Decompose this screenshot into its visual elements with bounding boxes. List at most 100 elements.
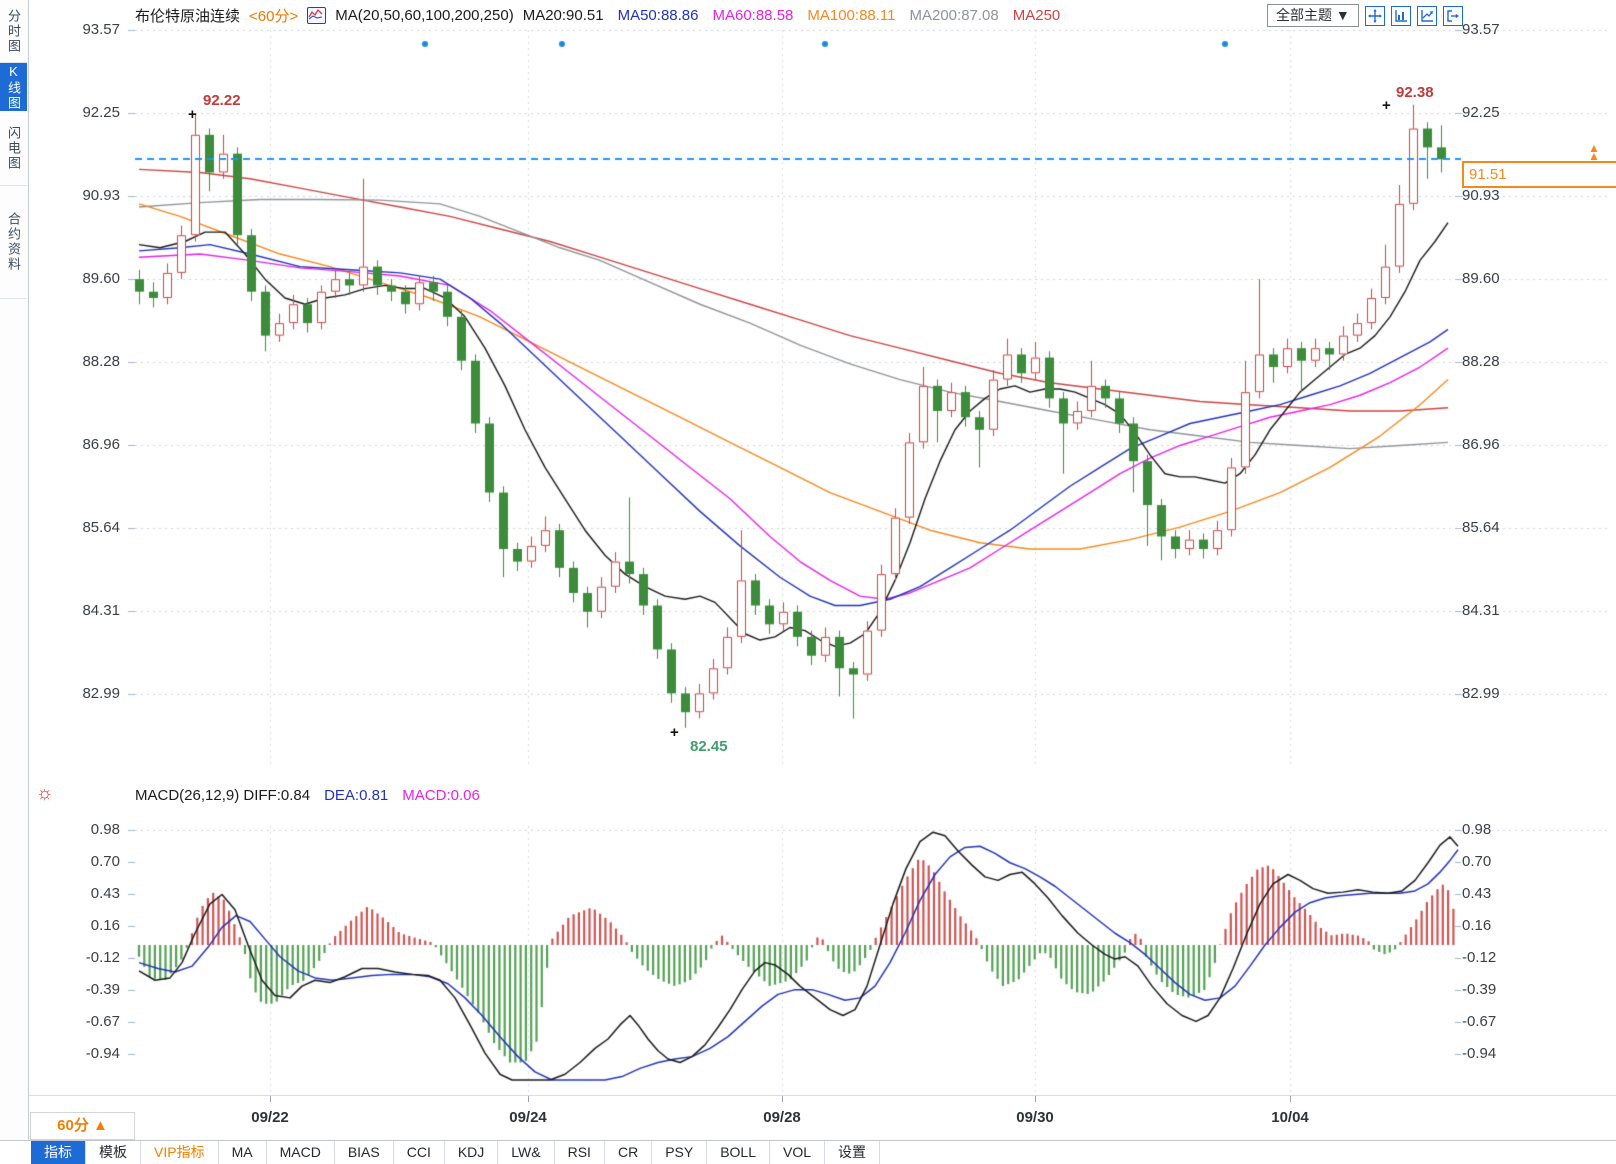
macd-axis-right-0: 0.98 xyxy=(1462,821,1492,838)
axis-chart-icon[interactable] xyxy=(1390,5,1411,26)
macd-axis-right-6: -0.67 xyxy=(1462,1013,1497,1030)
bottom-tab-12[interactable]: BOLL xyxy=(707,1141,771,1164)
ma-value-0: MA20:90.51 xyxy=(522,6,604,24)
ma-value-5: MA250 xyxy=(1012,6,1061,24)
price-axis-left-2: 90.93 xyxy=(82,187,120,204)
macd-axis-left-3: 0.16 xyxy=(90,917,120,934)
topright-controls: 全部主题 ▼ xyxy=(1267,4,1463,27)
price-axis-left-1: 92.25 xyxy=(82,104,120,121)
price-axis-left-5: 86.96 xyxy=(82,436,120,453)
macd-axis-left-2: 0.43 xyxy=(90,885,120,902)
kline-chart-icon xyxy=(307,6,327,24)
date-tick-0 xyxy=(270,1096,271,1102)
macd-axis-right-2: 0.43 xyxy=(1462,885,1492,902)
bottom-tab-3[interactable]: MA xyxy=(219,1141,267,1164)
macd-axis-left-5: -0.39 xyxy=(85,981,120,998)
ma-value-2: MA60:88.58 xyxy=(712,6,794,24)
macd-axis-right-5: -0.39 xyxy=(1462,981,1497,998)
pan-crosshair-icon[interactable] xyxy=(1364,5,1385,26)
left-sidebar: 分时图 K线图 闪电图 合约资料 xyxy=(0,0,29,1164)
price-axis-left-4: 88.28 xyxy=(82,353,120,370)
macd-axis-right-7: -0.94 xyxy=(1462,1045,1497,1062)
ma-value-1: MA50:88.86 xyxy=(617,6,699,24)
sidebar-item-3[interactable]: 合约资料 xyxy=(0,186,27,299)
macd-axis-right-3: 0.16 xyxy=(1462,917,1492,934)
high-annotation-1: 92.22 xyxy=(203,92,241,109)
bottom-tab-6[interactable]: CCI xyxy=(394,1141,445,1164)
chart-forward-icon[interactable] xyxy=(1416,5,1437,26)
price-axis-right-0: 93.57 xyxy=(1462,21,1500,38)
macd-axis-left-1: 0.70 xyxy=(90,853,120,870)
sidebar-item-2[interactable]: 闪电图 xyxy=(0,111,27,186)
price-axis-right-1: 92.25 xyxy=(1462,104,1500,121)
bottom-tab-1[interactable]: 模板 xyxy=(86,1141,141,1164)
bottom-tab-13[interactable]: VOL xyxy=(770,1141,826,1164)
price-axis-left-8: 82.99 xyxy=(82,685,120,702)
macd-axis-right-4: -0.12 xyxy=(1462,949,1497,966)
period-selector[interactable]: 60分 ▲ xyxy=(30,1112,135,1140)
ma-values-strip: MA20:90.51 MA50:88.86 MA60:88.58 MA100:88.1… xyxy=(523,7,1061,24)
price-axis-right-4: 88.28 xyxy=(1462,353,1500,370)
bottom-tab-4[interactable]: MACD xyxy=(267,1141,335,1164)
ma-value-4: MA200:87.08 xyxy=(909,6,999,24)
low-marker: + xyxy=(670,724,679,741)
macd-axis-left-7: -0.94 xyxy=(85,1045,120,1062)
bottom-tab-10[interactable]: CR xyxy=(605,1141,653,1164)
bottom-tab-7[interactable]: KDJ xyxy=(445,1141,499,1164)
bottom-tab-8[interactable]: LW& xyxy=(498,1141,555,1164)
price-axis-left-3: 89.60 xyxy=(82,270,120,287)
date-label-1: 09/24 xyxy=(509,1109,547,1126)
bottom-tab-11[interactable]: PSY xyxy=(652,1141,708,1164)
high-annotation-2: 92.38 xyxy=(1396,84,1434,101)
date-tick-1 xyxy=(528,1096,529,1102)
bottom-tab-9[interactable]: RSI xyxy=(555,1141,605,1164)
high-marker-1: + xyxy=(188,106,197,123)
date-label-2: 09/28 xyxy=(763,1109,801,1126)
indicator-settings-icon[interactable]: ☼ xyxy=(36,783,54,804)
price-axis-right-2: 90.93 xyxy=(1462,187,1500,204)
instrument-title: 布伦特原油连续 xyxy=(135,7,241,25)
low-annotation: 82.45 xyxy=(690,738,728,755)
bottom-tab-14[interactable]: 设置 xyxy=(825,1141,881,1164)
macd-macd-value: MACD:0.06 xyxy=(402,787,480,804)
macd-axis-left-6: -0.67 xyxy=(85,1013,120,1030)
export-icon[interactable] xyxy=(1442,5,1463,26)
price-axis-left-0: 93.57 xyxy=(82,21,120,38)
date-tick-4 xyxy=(1290,1096,1291,1102)
price-axis-left-6: 85.64 xyxy=(82,519,120,536)
price-axis-right-7: 84.31 xyxy=(1462,602,1500,619)
bottom-tab-0[interactable]: 指标 xyxy=(31,1141,86,1164)
ma-value-3: MA100:88.11 xyxy=(807,6,896,24)
indicator-tabbar: 指标 模板 VIP指标 MA MACD BIAS CCI KDJ LW& RSI CR PSY BOLL… xyxy=(0,1140,1616,1164)
period-tag: <60分> xyxy=(249,7,299,25)
macd-axis-left-0: 0.98 xyxy=(90,821,120,838)
macd-params-diff: MACD(26,12,9) DIFF:0.84 xyxy=(135,787,311,804)
price-up-arrows-icon: ▲ ▲ xyxy=(1588,141,1600,163)
price-axis-left-7: 84.31 xyxy=(82,602,120,619)
sidebar-item-0[interactable]: 分时图 xyxy=(0,0,27,63)
date-tick-2 xyxy=(782,1096,783,1102)
date-axis: 09/22 09/24 09/28 09/30 10/04 xyxy=(28,1095,1616,1141)
bottom-tab-5[interactable]: BIAS xyxy=(335,1141,394,1164)
price-axis-right-8: 82.99 xyxy=(1462,685,1500,702)
date-label-0: 09/22 xyxy=(251,1109,289,1126)
sidebar-item-1[interactable]: K线图 xyxy=(0,63,27,111)
price-axis-right-3: 89.60 xyxy=(1462,270,1500,287)
macd-axis-right-1: 0.70 xyxy=(1462,853,1492,870)
ma-settings-label: MA(20,50,60,100,200,250) xyxy=(335,6,514,24)
chart-header: 布伦特原油连续 <60分> MA(20,50,60,100,200,250) M… xyxy=(135,5,1060,25)
macd-dea-value: DEA:0.81 xyxy=(324,787,389,804)
last-price-badge: 91.51 xyxy=(1462,161,1616,188)
date-label-4: 10/04 xyxy=(1271,1109,1309,1126)
theme-dropdown[interactable]: 全部主题 ▼ xyxy=(1267,4,1359,27)
macd-header: MACD(26,12,9) DIFF:0.84 DEA:0.81 MACD:0.… xyxy=(135,787,480,804)
bottom-tab-2[interactable]: VIP指标 xyxy=(141,1141,219,1164)
price-axis-right-5: 86.96 xyxy=(1462,436,1500,453)
high-marker-2: + xyxy=(1382,97,1391,114)
macd-axis-left-4: -0.12 xyxy=(85,949,120,966)
date-tick-3 xyxy=(1035,1096,1036,1102)
date-label-3: 09/30 xyxy=(1016,1109,1054,1126)
price-axis-right-6: 85.64 xyxy=(1462,519,1500,536)
